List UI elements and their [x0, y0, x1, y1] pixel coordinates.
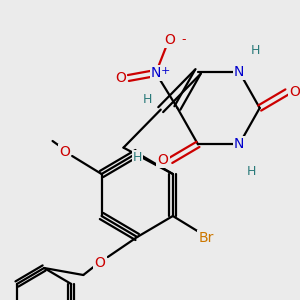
Text: O: O — [158, 153, 168, 167]
Text: H: H — [133, 151, 142, 164]
Text: -: - — [181, 34, 185, 46]
Text: H: H — [142, 93, 152, 106]
Text: H: H — [251, 44, 260, 57]
Text: O: O — [59, 145, 70, 159]
Text: Br: Br — [199, 231, 214, 245]
Text: O: O — [289, 85, 300, 99]
Text: O: O — [115, 71, 126, 85]
Text: O: O — [164, 33, 175, 47]
Text: N: N — [234, 137, 244, 152]
Text: N: N — [234, 64, 244, 79]
Text: H: H — [247, 165, 256, 178]
Text: N: N — [151, 66, 161, 80]
Text: +: + — [161, 66, 170, 76]
Text: O: O — [94, 256, 105, 270]
